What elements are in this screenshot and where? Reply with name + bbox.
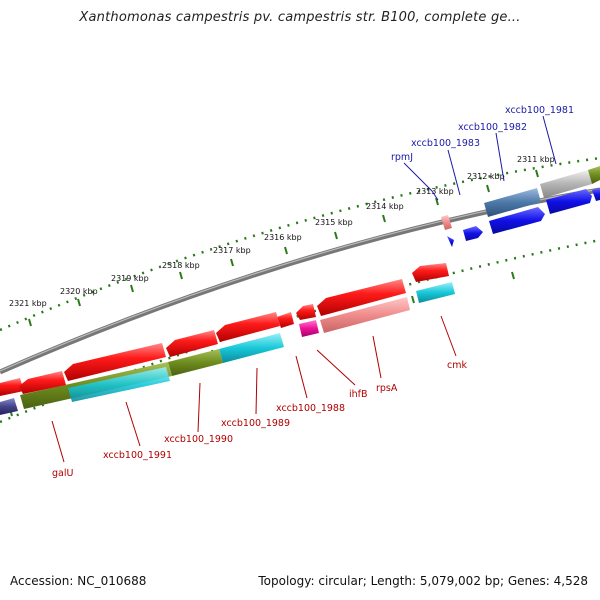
gene-blue-1981[interactable] xyxy=(546,189,592,214)
scale-label: 2312 kbp xyxy=(467,172,505,181)
gene-olive[interactable] xyxy=(588,166,600,184)
gene-rpsA[interactable] xyxy=(317,279,406,316)
gene-label[interactable]: xccb100_1981 xyxy=(505,105,574,116)
gene-label[interactable]: xccb100_1991 xyxy=(103,450,172,461)
gene-grey[interactable] xyxy=(540,170,592,198)
genome-summary: Topology: circular; Length: 5,079,002 bp… xyxy=(258,574,588,588)
gene-red-left[interactable] xyxy=(0,378,24,396)
gene-label[interactable]: rpsA xyxy=(376,383,398,394)
gene-label[interactable]: xccb100_1982 xyxy=(458,122,527,133)
accession-label: Accession: NC_010688 xyxy=(10,574,147,588)
scale-label: 2321 kbp xyxy=(9,299,47,308)
scale-label: 2319 kbp xyxy=(111,274,149,283)
gene-galU[interactable] xyxy=(19,371,66,394)
map-title: Xanthomonas campestris pv. campestris st… xyxy=(79,10,521,25)
gene-cyan-1991[interactable] xyxy=(68,367,170,402)
gene-blue-small[interactable] xyxy=(463,226,483,241)
gene-ihfB[interactable] xyxy=(296,304,316,320)
scale-label: 2314 kbp xyxy=(366,202,404,211)
gene-cyan-1989[interactable] xyxy=(219,333,284,363)
scale-label: 2318 kbp xyxy=(162,261,200,270)
label-leaders xyxy=(51,115,557,463)
gene-xccb100-1990[interactable] xyxy=(166,330,218,357)
gene-label[interactable]: xccb100_1983 xyxy=(411,138,480,149)
gene-cyan-cmk[interactable] xyxy=(416,282,455,303)
scale-label: 2311 kbp xyxy=(517,155,555,164)
gene-blue-1982[interactable] xyxy=(489,207,545,234)
scale-label: 2320 kbp xyxy=(60,287,98,296)
forward-strand-genes xyxy=(441,166,600,247)
gene-label[interactable]: rpmJ xyxy=(391,152,413,163)
gene-red-small[interactable] xyxy=(277,312,294,328)
gene-magenta[interactable] xyxy=(299,320,319,337)
gene-olive-1990[interactable] xyxy=(168,349,223,376)
gene-steel[interactable] xyxy=(484,188,541,217)
gene-navy[interactable] xyxy=(0,398,18,415)
gene-label[interactable]: ihfB xyxy=(349,389,368,400)
gene-label[interactable]: xccb100_1989 xyxy=(221,418,290,429)
scale-label: 2313 kbp xyxy=(416,187,454,196)
gene-pink-rpsA[interactable] xyxy=(320,297,410,333)
gene-xccb100-1991[interactable] xyxy=(64,343,166,381)
scale-label: 2317 kbp xyxy=(213,246,251,255)
gene-label[interactable]: cmk xyxy=(447,360,467,371)
gene-label[interactable]: galU xyxy=(52,468,73,479)
gene-label[interactable]: xccb100_1990 xyxy=(164,434,233,445)
gene-cmk[interactable] xyxy=(412,263,449,282)
scale-line-outer xyxy=(0,156,600,332)
gene-rpmJ[interactable] xyxy=(447,236,454,247)
scale-label: 2316 kbp xyxy=(264,233,302,242)
scale-label: 2315 kbp xyxy=(315,218,353,227)
gene-pink-small[interactable] xyxy=(441,215,452,230)
gene-blue-edge[interactable] xyxy=(592,188,600,201)
scale-ticks xyxy=(28,169,539,327)
reverse-strand-genes xyxy=(0,263,455,415)
gene-label[interactable]: xccb100_1988 xyxy=(276,403,345,414)
gene-xccb100-1988[interactable] xyxy=(216,312,280,342)
